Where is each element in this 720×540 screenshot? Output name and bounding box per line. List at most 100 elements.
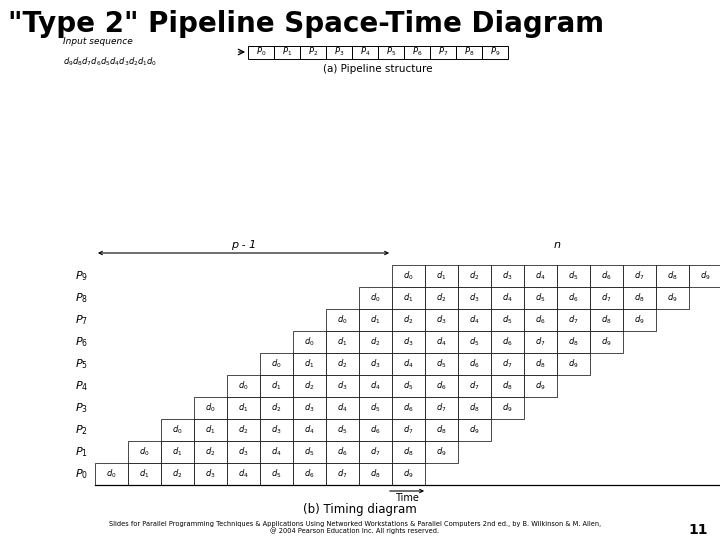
Bar [300, 45, 326, 58]
Text: $P_{3}$: $P_{3}$ [334, 46, 344, 58]
Text: $d_{3}$: $d_{3}$ [436, 314, 447, 326]
Text: $d_{9}$: $d_{9}$ [634, 314, 645, 326]
Text: $d_{3}$: $d_{3}$ [238, 446, 249, 458]
Bar [194, 419, 227, 441]
Bar [623, 287, 656, 309]
Bar [425, 309, 458, 331]
Text: $d_{5}$: $d_{5}$ [568, 270, 579, 282]
Text: $d_{6}$: $d_{6}$ [403, 402, 414, 414]
Text: $d_{7}$: $d_{7}$ [436, 402, 447, 414]
Text: $d_{2}$: $d_{2}$ [469, 270, 480, 282]
Bar [293, 463, 326, 485]
Bar [260, 353, 293, 375]
Bar [326, 397, 359, 419]
Text: $d_{8}$: $d_{8}$ [634, 292, 645, 304]
Bar [689, 265, 720, 287]
Bar [491, 353, 524, 375]
Bar [656, 287, 689, 309]
Text: $d_{6}$: $d_{6}$ [370, 424, 381, 436]
Text: $d_{4}$: $d_{4}$ [304, 424, 315, 436]
Text: "Type 2" Pipeline Space-Time Diagram: "Type 2" Pipeline Space-Time Diagram [8, 10, 604, 38]
Text: $d_{4}$: $d_{4}$ [271, 446, 282, 458]
Bar [392, 463, 425, 485]
Text: $P_{6}$: $P_{6}$ [412, 46, 422, 58]
Bar [524, 353, 557, 375]
Bar [392, 265, 425, 287]
Text: $d_{0}$: $d_{0}$ [106, 468, 117, 480]
Bar [378, 45, 404, 58]
Bar [326, 419, 359, 441]
Text: $d_{7}$: $d_{7}$ [469, 380, 480, 392]
Text: p - 1: p - 1 [231, 240, 256, 250]
Text: $P_{8}$: $P_{8}$ [464, 46, 474, 58]
Bar [161, 419, 194, 441]
Bar [392, 419, 425, 441]
Text: $d_{0}$: $d_{0}$ [271, 357, 282, 370]
Bar [326, 331, 359, 353]
Text: $d_{5}$: $d_{5}$ [370, 402, 381, 414]
Text: $d_{7}$: $d_{7}$ [503, 357, 513, 370]
Text: $d_{9}$: $d_{9}$ [601, 336, 612, 348]
Bar [491, 397, 524, 419]
Bar [456, 45, 482, 58]
Text: $P_{4}$: $P_{4}$ [360, 46, 370, 58]
Bar [359, 419, 392, 441]
Text: $P_{9}$: $P_{9}$ [490, 46, 500, 58]
Text: $d_{2}$: $d_{2}$ [238, 424, 248, 436]
Text: $P_{3}$: $P_{3}$ [75, 401, 88, 415]
Bar [404, 45, 430, 58]
Text: $d_{2}$: $d_{2}$ [172, 468, 183, 480]
Bar [359, 287, 392, 309]
Text: $d_{1}$: $d_{1}$ [370, 314, 381, 326]
Text: $d_{5}$: $d_{5}$ [535, 292, 546, 304]
Bar [425, 353, 458, 375]
Text: $d_{6}$: $d_{6}$ [568, 292, 579, 304]
Bar [248, 45, 274, 58]
Bar [458, 397, 491, 419]
Bar [425, 441, 458, 463]
Bar [260, 419, 293, 441]
Text: $P_{6}$: $P_{6}$ [75, 335, 88, 349]
Text: $d_{1}$: $d_{1}$ [305, 357, 315, 370]
Bar [95, 463, 128, 485]
Bar [392, 441, 425, 463]
Text: $d_{6}$: $d_{6}$ [601, 270, 612, 282]
Text: $d_{1}$: $d_{1}$ [337, 336, 348, 348]
Text: $P_{1}$: $P_{1}$ [75, 445, 88, 459]
Bar [326, 375, 359, 397]
Text: $d_{4}$: $d_{4}$ [469, 314, 480, 326]
Bar [425, 419, 458, 441]
Text: $d_{2}$: $d_{2}$ [403, 314, 414, 326]
Text: $d_{2}$: $d_{2}$ [205, 446, 216, 458]
Text: $d_{3}$: $d_{3}$ [205, 468, 216, 480]
Text: $d_{1}$: $d_{1}$ [436, 270, 446, 282]
Text: $d_{3}$: $d_{3}$ [337, 380, 348, 392]
Text: $d_{0}$: $d_{0}$ [304, 336, 315, 348]
Bar [227, 397, 260, 419]
Text: Input sequence: Input sequence [63, 37, 132, 46]
Bar [392, 397, 425, 419]
Bar [590, 331, 623, 353]
Text: $P_{2}$: $P_{2}$ [75, 423, 88, 437]
Bar [524, 287, 557, 309]
Bar [392, 353, 425, 375]
Bar [128, 441, 161, 463]
Text: $d_{9}$: $d_{9}$ [568, 357, 579, 370]
Text: $d_{7}$: $d_{7}$ [601, 292, 612, 304]
Bar [458, 309, 491, 331]
Bar [260, 375, 293, 397]
Bar [491, 309, 524, 331]
Bar [293, 331, 326, 353]
Bar [392, 375, 425, 397]
Text: $d_{7}$: $d_{7}$ [403, 424, 414, 436]
Text: $d_{6}$: $d_{6}$ [436, 380, 447, 392]
Text: $d_{5}$: $d_{5}$ [503, 314, 513, 326]
Bar [326, 463, 359, 485]
Bar [359, 309, 392, 331]
Text: $d_{4}$: $d_{4}$ [370, 380, 381, 392]
Text: $d_{8}$: $d_{8}$ [667, 270, 678, 282]
Bar [491, 375, 524, 397]
Text: $d_{2}$: $d_{2}$ [337, 357, 348, 370]
Text: $d_{0}$: $d_{0}$ [403, 270, 414, 282]
Bar [458, 375, 491, 397]
